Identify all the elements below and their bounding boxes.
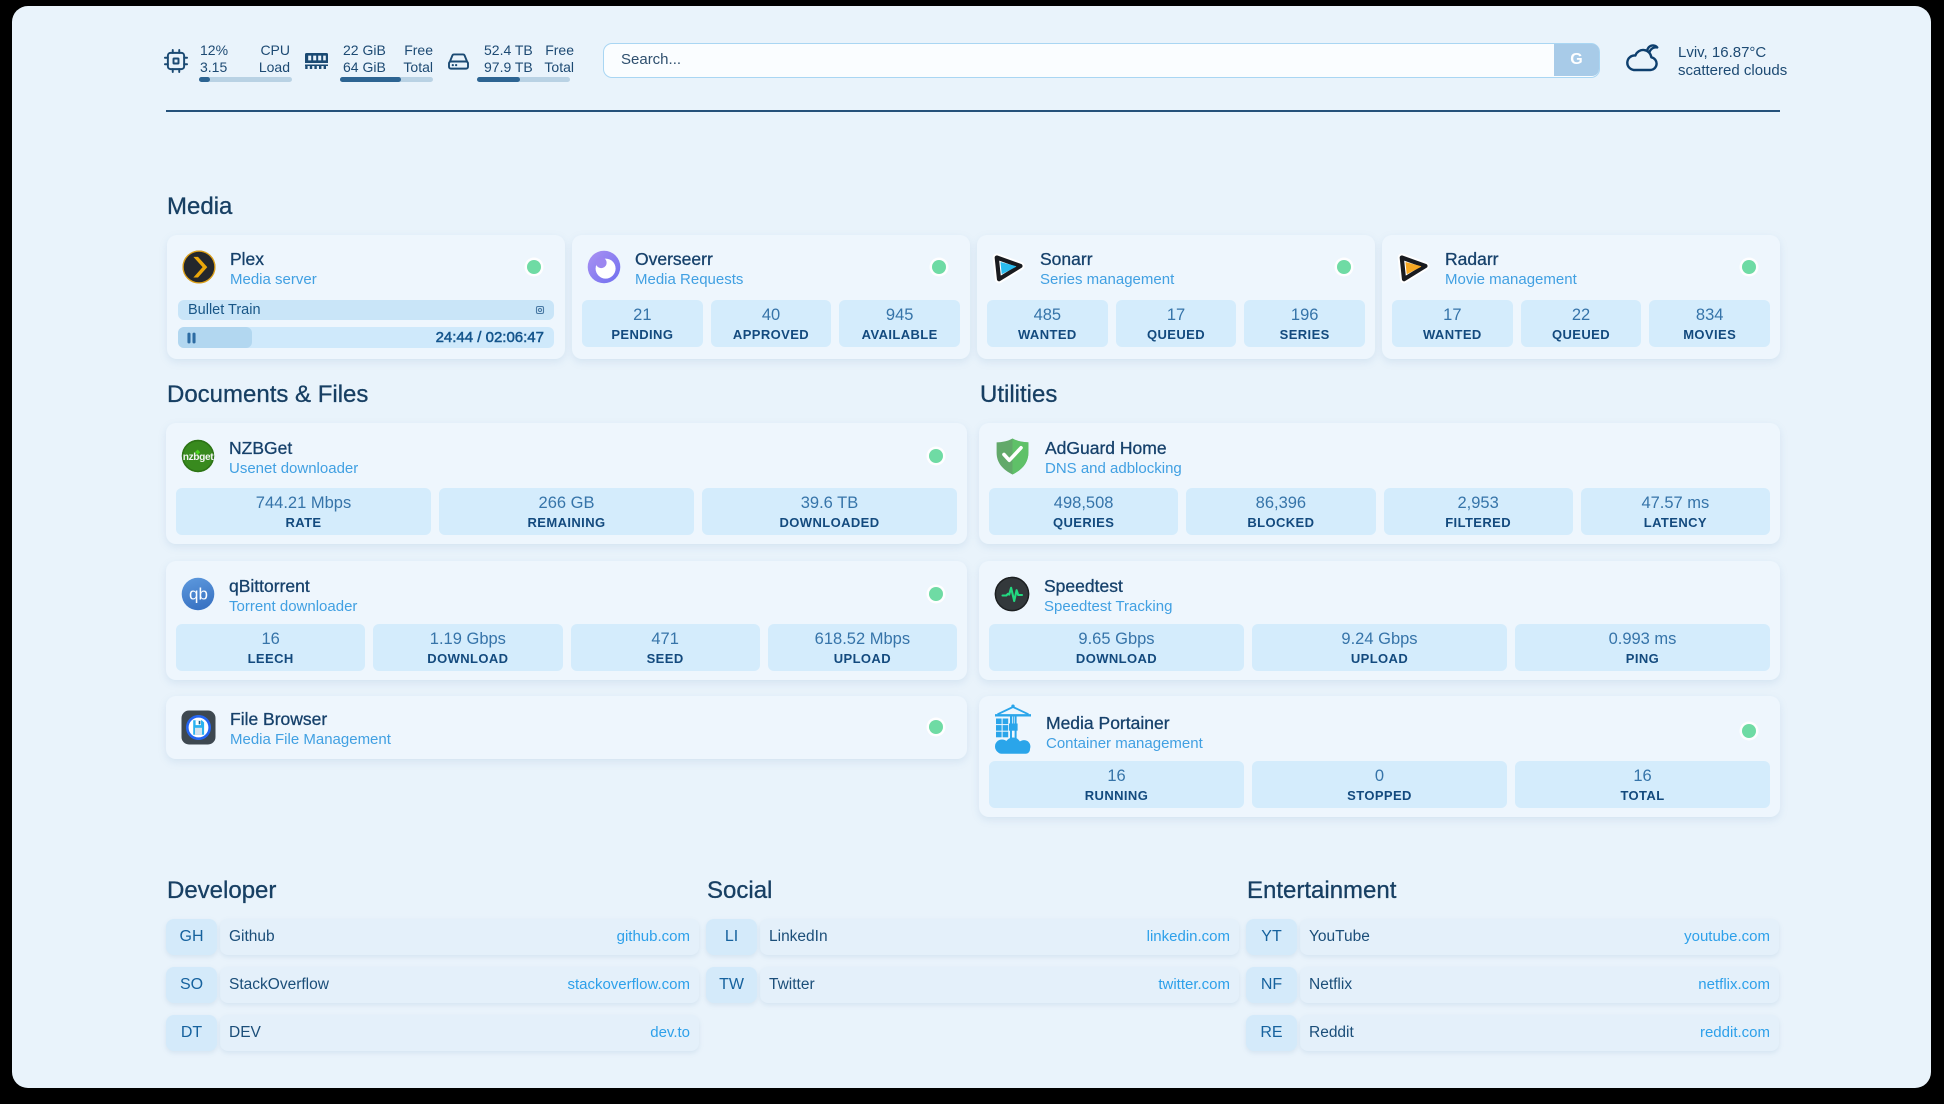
svg-text:nzbget: nzbget [183, 452, 214, 463]
svg-text:qb: qb [189, 585, 208, 604]
